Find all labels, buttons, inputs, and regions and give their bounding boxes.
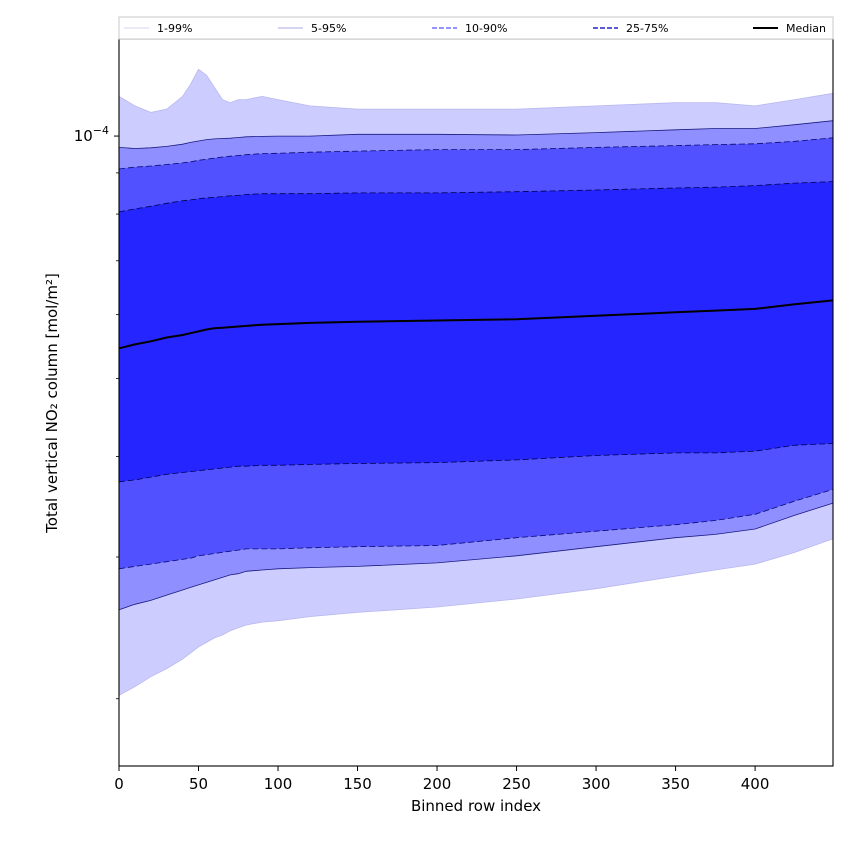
legend-label-10-90: 10-90% bbox=[465, 22, 507, 35]
line-5-95-lower bbox=[118, 502, 834, 611]
legend-label-1-99: 1-99% bbox=[157, 22, 192, 35]
line-10-90-upper bbox=[118, 137, 834, 170]
line-10-90-lower bbox=[118, 489, 834, 570]
x-tick-label-50: 50 bbox=[189, 775, 208, 793]
x-tick-label-350: 350 bbox=[661, 775, 690, 793]
band-25-75 bbox=[119, 181, 833, 482]
x-tick-label-200: 200 bbox=[423, 775, 452, 793]
legend: 1-99% 5-95% 10-90% 25-75% Median bbox=[118, 16, 834, 40]
line-25-75-lower bbox=[118, 443, 834, 483]
x-tick-label-0: 0 bbox=[114, 775, 124, 793]
line-median bbox=[118, 299, 834, 350]
x-tick-label-150: 150 bbox=[343, 775, 372, 793]
legend-label-median: Median bbox=[786, 22, 826, 35]
percentile-lines bbox=[118, 68, 834, 696]
y-tick-label: 10−4 bbox=[74, 124, 109, 145]
x-tick-label-250: 250 bbox=[502, 775, 531, 793]
line-1-99-upper bbox=[118, 68, 834, 113]
y-axis-ticks: 10−4 bbox=[74, 124, 119, 700]
y-axis-label: Total vertical NO₂ column [mol/m²] bbox=[43, 273, 61, 534]
legend-frame bbox=[118, 16, 834, 40]
line-5-95-upper bbox=[118, 120, 834, 149]
legend-label-5-95: 5-95% bbox=[311, 22, 346, 35]
legend-label-25-75: 25-75% bbox=[626, 22, 668, 35]
x-axis-ticks: 0 50 100 150 200 250 300 350 400 bbox=[114, 766, 769, 793]
percentile-bands bbox=[119, 69, 833, 696]
line-25-75-upper bbox=[118, 181, 834, 213]
x-axis-label: Binned row index bbox=[411, 797, 541, 815]
x-tick-label-300: 300 bbox=[582, 775, 611, 793]
x-tick-label-100: 100 bbox=[264, 775, 293, 793]
x-tick-label-400: 400 bbox=[741, 775, 770, 793]
line-1-99-lower bbox=[118, 538, 834, 696]
